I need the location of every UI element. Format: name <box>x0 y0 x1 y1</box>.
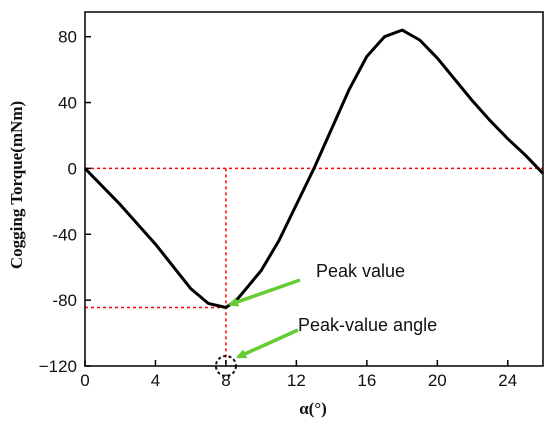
y-tick-label: 80 <box>58 28 77 47</box>
y-tick-label: -40 <box>52 225 77 244</box>
y-tick-label: -80 <box>52 291 77 310</box>
x-tick-label: 20 <box>428 371 447 390</box>
x-tick-label: 8 <box>221 371 230 390</box>
x-tick-label: 0 <box>80 371 89 390</box>
plot-frame <box>84 11 544 367</box>
annotation-layer: Peak value Peak-value angle <box>214 261 437 377</box>
reference-lines <box>85 167 543 366</box>
x-axis-title: α(°) <box>299 399 327 418</box>
peak-angle-arrow <box>236 328 299 359</box>
y-tick-label: 0 <box>68 159 77 178</box>
axes: 0 4 8 12 16 20 24 −120 -80 -40 0 40 80 <box>39 11 544 390</box>
x-tick-label: 24 <box>498 371 517 390</box>
x-tick-label: 12 <box>287 371 306 390</box>
peak-angle-annotation: Peak-value angle <box>298 315 437 335</box>
y-tick-label: 40 <box>58 94 77 113</box>
y-tick-label: −120 <box>39 357 77 376</box>
peak-value-arrow <box>228 278 301 307</box>
peak-value-annotation: Peak value <box>316 261 405 281</box>
x-tick-label: 4 <box>151 371 160 390</box>
y-axis-title: Cogging Torque(mNm) <box>7 101 26 269</box>
x-tick-label: 16 <box>357 371 376 390</box>
series-line-0 <box>83 28 545 309</box>
